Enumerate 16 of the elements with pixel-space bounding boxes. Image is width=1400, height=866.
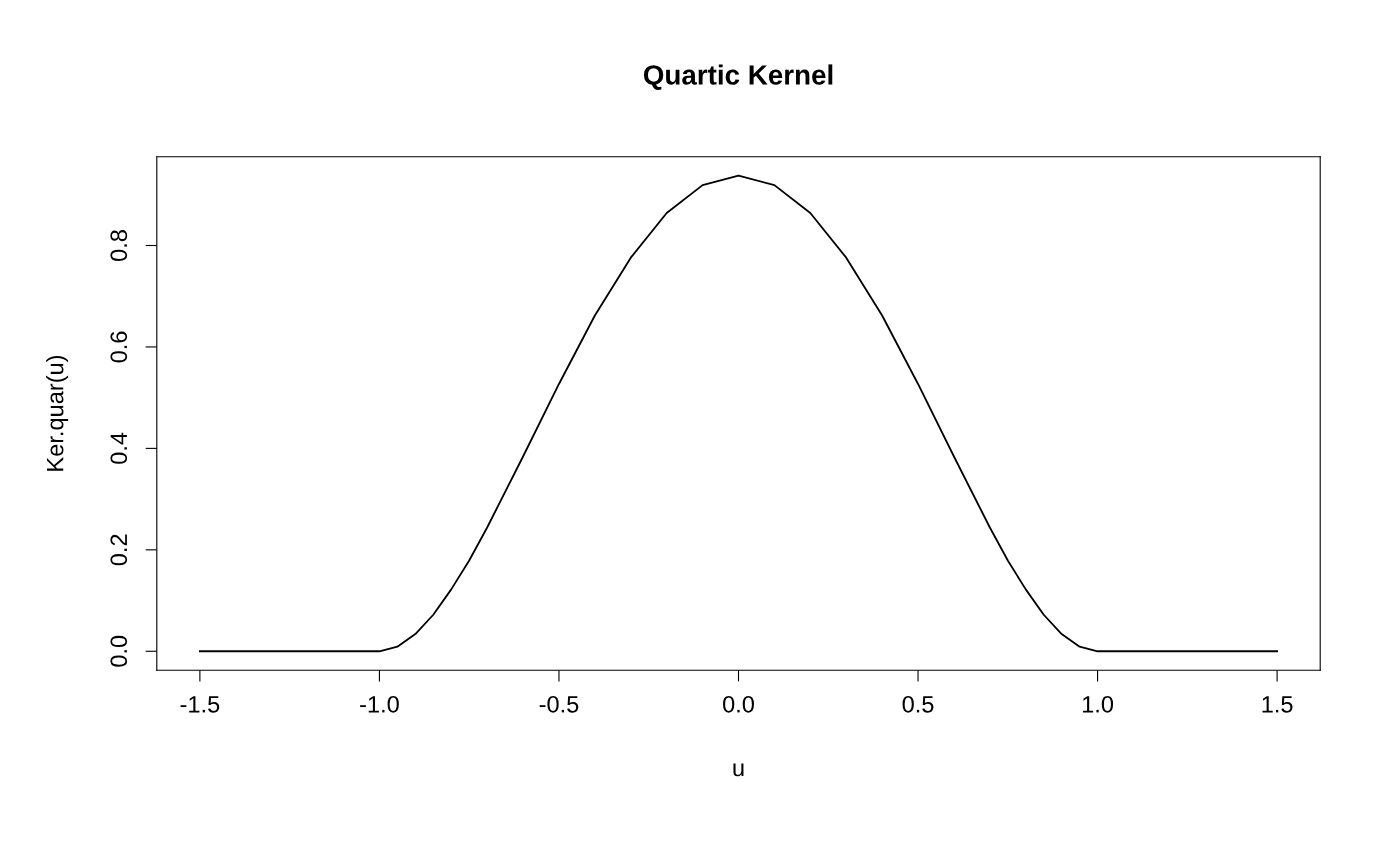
y-tick-label: 0.2 (110, 534, 128, 566)
y-axis-title: Ker.quar(u) (46, 355, 69, 471)
x-tick-label: 1.5 (1262, 696, 1293, 713)
y-tick-label: 0.4 (110, 432, 128, 464)
x-tick-label: -0.5 (539, 695, 579, 713)
x-tick-label: -1.5 (180, 696, 220, 713)
x-tick-label: 1.0 (1082, 695, 1114, 713)
y-tick-label: 0.8 (110, 230, 128, 261)
x-tick-label: -1.0 (360, 695, 399, 713)
x-tick-label: 0.0 (723, 695, 754, 713)
x-axis-title: u (733, 763, 744, 777)
x-tick-label: 0.5 (902, 695, 934, 713)
y-tick-label: 0.0 (110, 635, 128, 667)
chart-title: Quartic Kernel (643, 64, 833, 90)
line-series (198, 174, 1279, 653)
y-tick-label: 0.6 (110, 331, 128, 363)
